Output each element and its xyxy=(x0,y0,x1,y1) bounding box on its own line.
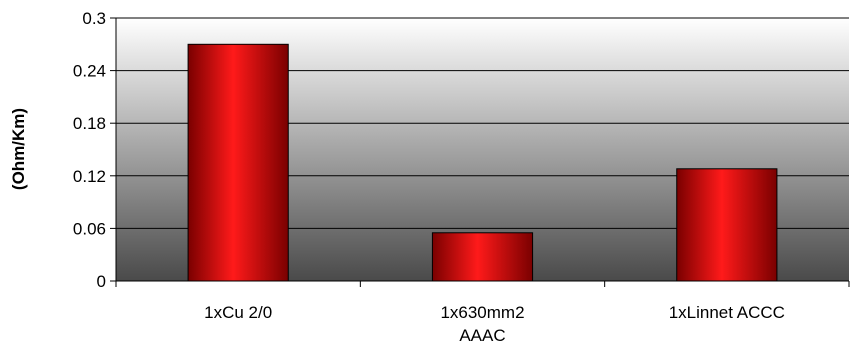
axes xyxy=(110,17,850,287)
bar xyxy=(676,168,778,282)
bar xyxy=(187,43,289,282)
y-tick-labels: 0 0.06 0.12 0.18 0.24 0.3 xyxy=(73,9,106,291)
x-category-label: 1xLinnet ACCC xyxy=(669,303,785,322)
bars xyxy=(187,43,778,282)
y-tick-label: 0.3 xyxy=(82,9,106,28)
y-tick-label: 0.06 xyxy=(73,219,106,238)
bar xyxy=(431,232,534,282)
y-tick-label: 0.24 xyxy=(73,62,106,81)
y-tick-label: 0 xyxy=(97,272,106,291)
y-tick-label: 0.18 xyxy=(73,114,106,133)
x-category-label: 1x630mm2 AAAC xyxy=(440,303,524,345)
y-tick-label: 0.12 xyxy=(73,167,106,186)
x-category-labels: 1xCu 2/0 1x630mm2 AAAC 1xLinnet ACCC xyxy=(204,303,785,345)
y-axis-label: (Ohm/Km) xyxy=(9,108,28,190)
x-category-label: 1xCu 2/0 xyxy=(204,303,272,322)
